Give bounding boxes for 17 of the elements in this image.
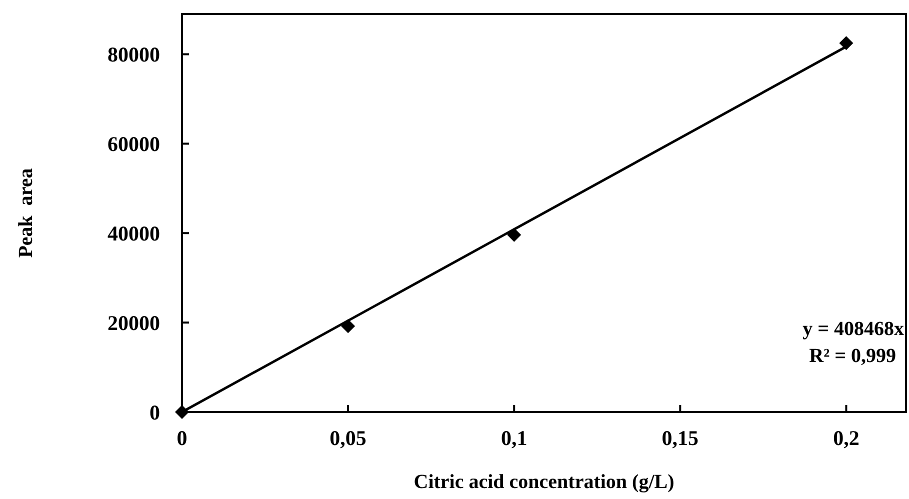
x-tick-label: 0,15 <box>662 426 699 450</box>
annotation: R² = 0,999 <box>809 345 896 367</box>
annotation: y = 408468x <box>802 318 904 340</box>
x-axis-title: Citric acid concentration (g/L) <box>414 471 674 493</box>
point <box>175 405 189 419</box>
x-tick-label: 0,05 <box>330 426 366 450</box>
y-axis-title: Peak area <box>15 168 37 258</box>
x-tick-label: 0,2 <box>833 426 860 450</box>
y-tick-label: 0 <box>150 400 160 424</box>
x-tick-label: 0 <box>176 426 188 450</box>
x-tick-label: 0,1 <box>500 426 528 450</box>
y-tick-label: 40000 <box>108 221 160 246</box>
point <box>839 36 854 50</box>
y-tick-label: 80000 <box>108 42 160 67</box>
y-tick-label: 60000 <box>108 132 160 156</box>
point <box>507 228 522 242</box>
y-tick-label: 20000 <box>108 310 160 335</box>
